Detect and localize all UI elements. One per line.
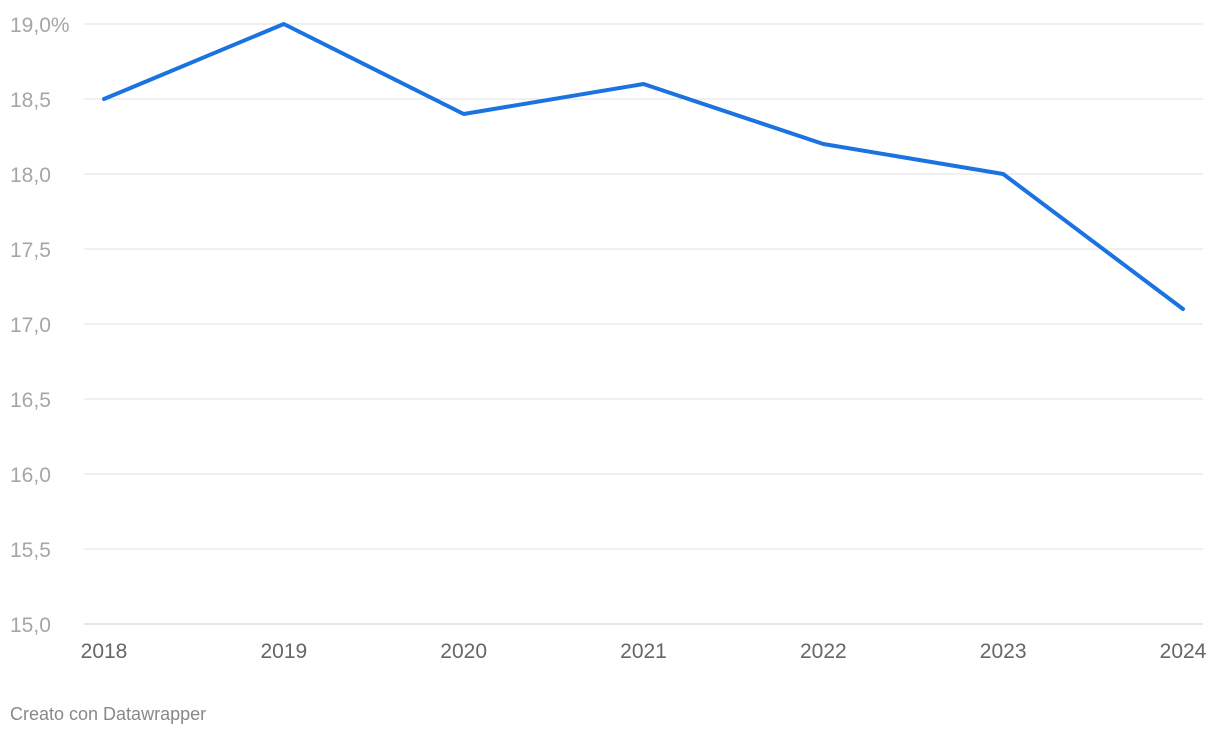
x-tick-label: 2019 — [260, 640, 307, 663]
series-line[interactable] — [102, 22, 1185, 311]
gridlines — [84, 23, 1203, 625]
x-tick-label: 2021 — [620, 640, 667, 663]
y-axis-tick-labels: 15,0 15,5 16,0 16,5 17,0 17,5 18,0 18,5 19,0% — [10, 14, 70, 637]
y-tick-label: 15,0 — [10, 614, 51, 637]
x-tick-label: 2022 — [800, 640, 847, 663]
y-tick-label: 18,5 — [10, 89, 51, 112]
y-tick-label: 18,0 — [10, 164, 51, 187]
y-tick-label: 19,0% — [10, 14, 70, 37]
series-layer — [102, 22, 1185, 311]
y-tick-label: 17,0 — [10, 314, 51, 337]
x-tick-label: 2020 — [440, 640, 487, 663]
y-tick-label: 17,5 — [10, 239, 51, 262]
x-axis-tick-labels: 2018 2019 2020 2021 2022 2023 2024 — [81, 640, 1207, 663]
y-tick-label: 16,0 — [10, 464, 51, 487]
x-tick-label: 2018 — [81, 640, 128, 663]
x-tick-label: 2023 — [980, 640, 1027, 663]
credit-text[interactable]: Creato con Datawrapper — [10, 704, 207, 724]
x-tick-label: 2024 — [1160, 640, 1207, 663]
y-tick-label: 15,5 — [10, 539, 51, 562]
y-tick-label: 16,5 — [10, 389, 51, 412]
